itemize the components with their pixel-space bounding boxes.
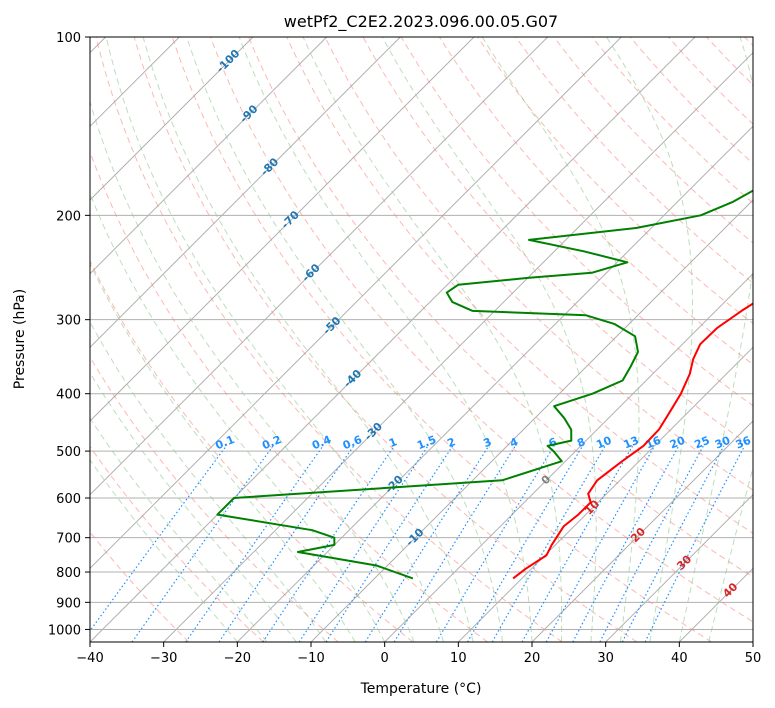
y-tick-label: 600 [56,492,81,507]
moist-adiabat [142,37,474,642]
moist-adiabat [381,37,597,642]
mixing-ratio-label: 1 [387,435,399,450]
isotherm-line [90,37,401,349]
x-tick-label: −10 [297,651,324,666]
moist-adiabat [186,37,503,642]
isotherm-line [605,493,753,642]
mixing-ratio-line [298,445,429,642]
y-tick-label: 1000 [48,623,81,638]
y-tick-label: 300 [56,314,81,329]
moist-adiabat [238,37,533,642]
mixing-ratio-label: 13 [622,434,641,452]
y-axis-title: Pressure (hPa) [12,289,28,389]
dry-adiabat [95,37,563,642]
x-tick-label: −20 [224,651,251,666]
x-tick-label: −30 [150,651,177,666]
dry-adiabat [90,259,414,642]
chart-title: wetPf2_C2E2.2023.096.00.05.G07 [284,12,558,32]
dry-adiabat [90,356,339,642]
mixing-ratio-line [644,445,746,642]
mixing-ratio-line [521,445,634,642]
isotherm-line [531,420,753,642]
moist-adiabat [90,417,268,642]
isotherm-line [90,37,622,570]
dry-adiabat [133,37,638,642]
x-axis-title: Temperature (°C) [360,681,482,697]
temperature-profile [512,302,753,580]
moist-adiabat [90,99,415,642]
axis-ticks: −40 −30 −20 −10 0 10 20 30 40 50 100 200 300 400 500 60… [48,31,761,666]
sounding-profiles [216,189,753,580]
moist-adiabat [90,371,297,642]
dry-adiabat [171,37,712,642]
moist-adiabat [90,192,386,642]
y-tick-label: 200 [56,209,81,224]
mixing-ratio-line [262,445,395,642]
mixing-ratio-line [545,445,656,642]
mixing-ratio-label: 8 [575,435,587,450]
y-tick-label: 500 [56,445,81,460]
mixing-ratio-label: 25 [693,434,712,452]
moist-adiabat [90,262,356,642]
mixing-ratio-label: 16 [644,434,663,452]
moist-adiabat [90,459,238,642]
x-tick-label: 0 [381,651,389,666]
mixing-ratio-line [364,445,490,642]
moist-adiabat [481,37,640,642]
x-tick-label: 30 [597,651,614,666]
dry-adiabat [210,37,753,623]
isotherm-line [90,37,475,422]
isotherm-line [90,37,696,642]
mixing-ratio-line [621,445,725,642]
dry-adiabat [90,445,264,642]
isotherm-line [90,37,328,275]
isotherm-line [90,37,549,496]
mixing-ratio-line [218,445,355,642]
moist-adiabat [105,37,445,642]
isotherm-line [90,37,254,201]
moist-adiabat [678,37,753,642]
dewpoint-profile [216,189,753,580]
x-tick-label: 10 [450,651,467,666]
mixing-ratio-label: 36 [734,434,753,452]
moist-adiabat [90,321,327,642]
mixing-ratio-label: 10 [594,434,613,452]
moist-adiabat [606,37,693,642]
dry-adiabat [248,37,753,578]
moist-adiabat [302,37,563,642]
mixing-ratio-label: 30 [713,434,732,452]
mixing-ratio-line [325,445,454,642]
y-tick-label: 900 [56,596,81,611]
y-tick-label: 400 [56,388,81,403]
mixing-ratio-line [435,445,555,642]
moist-adiabat [708,465,753,642]
isotherm-line [384,272,753,642]
mixing-ratio-label: 3 [481,435,493,450]
plot-frame [89,36,754,643]
isotherm-line [163,51,753,642]
mixing-ratio-line [185,445,324,642]
x-tick-label: 50 [745,651,762,666]
dry-adiabat [515,37,753,284]
mixing-ratio-label: 2 [445,435,457,450]
x-tick-label: −40 [76,651,103,666]
dry-adiabat [324,37,753,491]
plot-area [90,37,753,642]
x-tick-label: 20 [524,651,541,666]
y-tick-label: 800 [56,566,81,581]
mixing-ratio-line [393,445,516,642]
isotherm-line [236,125,753,642]
x-tick-label: 40 [671,651,688,666]
mixing-ratio-line [131,445,274,642]
mixing-ratio-label: 20 [668,434,687,452]
isotherm-line [457,346,753,642]
y-tick-label: 700 [56,532,81,547]
mixing-ratio-line [466,445,584,642]
y-tick-label: 100 [56,31,81,46]
dry-adiabat [286,37,753,534]
